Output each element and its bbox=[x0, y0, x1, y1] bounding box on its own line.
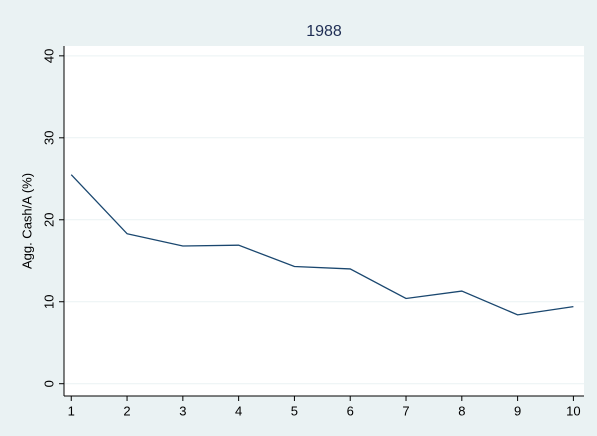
x-tick-label: 6 bbox=[347, 403, 354, 418]
x-tick-label: 9 bbox=[514, 403, 521, 418]
y-tick-label: 20 bbox=[41, 213, 56, 227]
x-tick-label: 10 bbox=[566, 403, 580, 418]
x-tick-label: 3 bbox=[179, 403, 186, 418]
x-tick-label: 7 bbox=[402, 403, 409, 418]
y-axis-label: Agg. Cash/A (%) bbox=[19, 173, 34, 269]
x-tick-label: 8 bbox=[458, 403, 465, 418]
x-tick-label: 1 bbox=[68, 403, 75, 418]
y-tick-label: 10 bbox=[41, 295, 56, 309]
y-tick-label: 0 bbox=[41, 380, 56, 387]
x-tick-label: 2 bbox=[123, 403, 130, 418]
y-tick-label: 30 bbox=[41, 131, 56, 145]
x-tick-label: 4 bbox=[235, 403, 242, 418]
y-tick-label: 40 bbox=[41, 49, 56, 63]
line-series bbox=[70, 174, 574, 316]
chart-title: 1988 bbox=[306, 23, 342, 40]
x-tick-label: 5 bbox=[291, 403, 298, 418]
plot-area bbox=[64, 46, 584, 396]
